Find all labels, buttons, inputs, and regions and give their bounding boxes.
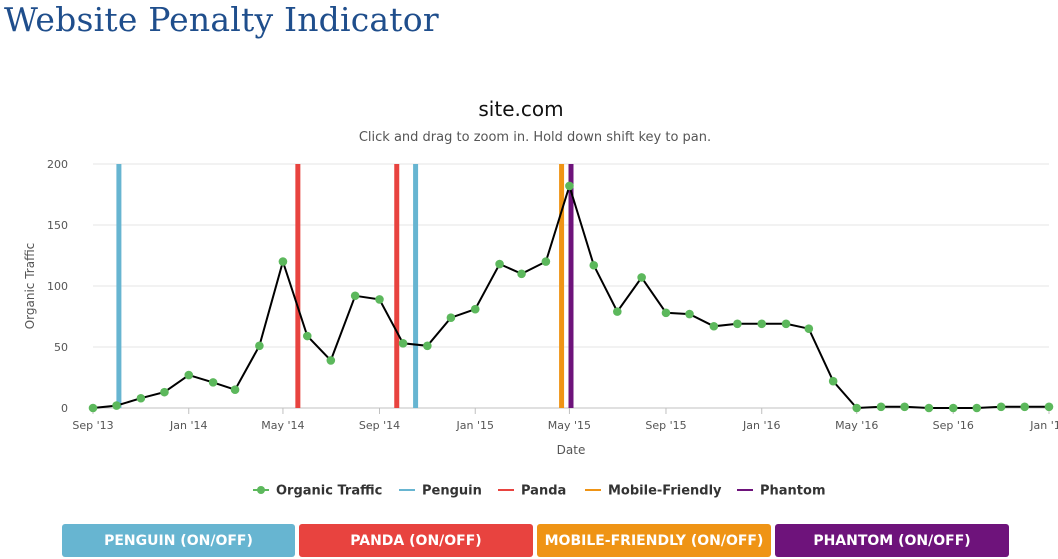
legend-item-label: Penguin — [422, 484, 482, 499]
data-point — [112, 401, 121, 410]
x-tick-label: May '16 — [835, 419, 878, 432]
data-point — [781, 319, 791, 329]
data-point — [350, 291, 360, 301]
x-tick-label: Jan '14 — [169, 419, 207, 432]
x-tick-label: Jan '16 — [742, 419, 780, 432]
y-tick-label: 150 — [47, 219, 68, 232]
legend[interactable]: Organic Traffic Penguin Panda Mobile-Friend… — [253, 484, 826, 499]
panda-toggle-button[interactable]: PANDA (ON/OFF) — [299, 524, 533, 557]
x-tick-label: Sep '13 — [72, 419, 113, 432]
data-point — [972, 403, 982, 413]
data-point — [326, 356, 336, 365]
data-point — [709, 321, 719, 331]
data-point — [495, 259, 504, 269]
x-tick-label: Jan '17 — [1029, 419, 1058, 432]
data-point — [685, 309, 694, 319]
y-axis-ticks: 0 50 100 150 200 — [47, 158, 68, 415]
mobile-friendly-toggle-button[interactable]: MOBILE-FRIENDLY (ON/OFF) — [537, 524, 771, 557]
data-point — [996, 402, 1006, 412]
chart-title: site.com — [478, 97, 563, 121]
y-axis-title: Organic Traffic — [23, 243, 37, 330]
data-point — [1020, 402, 1029, 412]
data-point — [900, 402, 909, 412]
legend-item-label: Phantom — [760, 484, 826, 499]
x-tick-label: Jan '15 — [456, 419, 494, 432]
data-point — [278, 257, 288, 266]
y-tick-label: 50 — [54, 341, 68, 354]
data-point — [541, 257, 551, 266]
data-point — [230, 385, 240, 395]
page-title: Website Penalty Indicator — [4, 0, 439, 39]
data-point — [924, 403, 934, 413]
y-tick-label: 200 — [47, 158, 68, 171]
data-point — [160, 387, 169, 397]
data-point — [876, 402, 886, 412]
data-point — [589, 260, 599, 270]
penalty-lines — [116, 164, 574, 408]
x-tick-label: Sep '15 — [645, 419, 686, 432]
y-tick-label: 100 — [47, 280, 68, 293]
data-point — [733, 319, 742, 329]
data-point — [208, 378, 218, 387]
x-tick-label: Sep '14 — [359, 419, 400, 432]
data-point — [184, 370, 194, 380]
penguin-toggle-button[interactable]: PENGUIN (ON/OFF) — [62, 524, 295, 557]
data-point — [302, 331, 312, 341]
data-point — [517, 269, 526, 279]
data-point — [1044, 402, 1054, 412]
data-point — [88, 403, 98, 413]
organic-traffic-points — [88, 181, 1054, 413]
x-axis-title: Date — [557, 443, 586, 457]
data-point — [398, 339, 408, 348]
data-point — [423, 341, 432, 351]
data-point — [255, 341, 264, 351]
legend-item-label: Panda — [521, 484, 566, 499]
data-point — [661, 308, 671, 318]
y-tick-label: 0 — [61, 402, 68, 415]
chart[interactable]: site.com Click and drag to zoom in. Hold… — [0, 0, 1058, 515]
x-tick-label: May '14 — [261, 419, 304, 432]
data-point — [948, 403, 958, 413]
data-point — [565, 181, 574, 191]
data-point — [136, 393, 146, 403]
data-point — [375, 295, 384, 304]
legend-item-label: Mobile-Friendly — [608, 484, 722, 499]
legend-item-label: Organic Traffic — [276, 484, 382, 499]
data-point — [828, 376, 838, 386]
data-point — [470, 304, 480, 314]
phantom-toggle-button[interactable]: PHANTOM (ON/OFF) — [775, 524, 1009, 557]
x-tick-label: Sep '16 — [933, 419, 974, 432]
data-point — [637, 273, 646, 282]
legend-marker — [257, 486, 265, 494]
data-point — [804, 324, 814, 334]
data-point — [757, 319, 767, 329]
data-point — [446, 313, 456, 323]
chart-subtitle: Click and drag to zoom in. Hold down shi… — [359, 130, 711, 145]
data-point — [613, 307, 622, 316]
x-tick-label: May '15 — [548, 419, 591, 432]
x-axis-ticks: Sep '13 Jan '14 May '14 Sep '14 Jan '15 May '… — [72, 408, 1058, 432]
data-point — [852, 403, 862, 413]
